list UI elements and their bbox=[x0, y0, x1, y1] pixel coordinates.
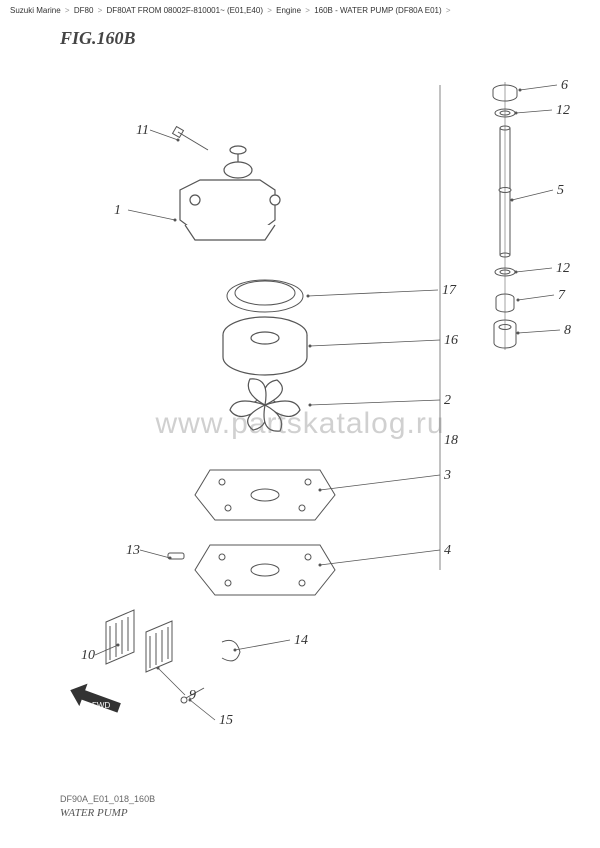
callout-number: 12 bbox=[556, 103, 570, 118]
breadcrumb-item[interactable]: Suzuki Marine bbox=[10, 6, 61, 15]
callout-number: 18 bbox=[444, 433, 458, 448]
breadcrumb: Suzuki Marine > DF80 > DF80AT FROM 08002… bbox=[10, 6, 453, 15]
callout-number: 5 bbox=[557, 183, 564, 198]
footer-caption: WATER PUMP bbox=[60, 806, 155, 820]
diagram-svg: FWD 12345678910111212131415161718 bbox=[0, 50, 600, 770]
callout-number: 8 bbox=[564, 323, 571, 338]
callout-number: 15 bbox=[219, 713, 233, 728]
callout-number: 7 bbox=[558, 288, 566, 303]
figure-title-prefix: FIG. bbox=[60, 28, 97, 48]
footer: DF90A_E01_018_160B WATER PUMP bbox=[60, 794, 155, 820]
callout-number: 2 bbox=[444, 393, 451, 408]
part-clip bbox=[222, 640, 240, 661]
callout-number: 10 bbox=[81, 648, 95, 663]
breadcrumb-item[interactable]: Engine bbox=[276, 6, 301, 15]
part-strainer bbox=[106, 610, 172, 672]
figure-title: FIG.160B bbox=[60, 28, 136, 49]
exploded-diagram: FWD 12345678910111212131415161718 bbox=[0, 50, 600, 770]
callout-number: 17 bbox=[442, 283, 457, 298]
breadcrumb-sep: > bbox=[65, 6, 70, 15]
part-inner-ring bbox=[227, 280, 303, 312]
callout-number: 13 bbox=[126, 543, 140, 558]
breadcrumb-sep: > bbox=[446, 6, 451, 15]
breadcrumb-item[interactable]: 160B - WATER PUMP (DF80A E01) bbox=[314, 6, 441, 15]
breadcrumb-sep: > bbox=[305, 6, 310, 15]
callout-number: 1 bbox=[114, 203, 121, 218]
callout-number: 4 bbox=[444, 543, 451, 558]
callout-number: 6 bbox=[561, 78, 568, 93]
part-impeller bbox=[230, 379, 300, 431]
fwd-label: FWD bbox=[92, 701, 110, 710]
callout-number: 11 bbox=[136, 123, 149, 138]
breadcrumb-sep: > bbox=[98, 6, 103, 15]
callout-number: 3 bbox=[443, 468, 451, 483]
callout-number: 16 bbox=[444, 333, 458, 348]
callout-number: 12 bbox=[556, 261, 570, 276]
callout-number: 14 bbox=[294, 633, 308, 648]
part-plate bbox=[195, 470, 335, 520]
fwd-arrow-icon: FWD bbox=[66, 679, 123, 719]
part-pump-cup bbox=[223, 317, 307, 375]
part-pump-housing bbox=[180, 146, 280, 240]
breadcrumb-sep: > bbox=[267, 6, 272, 15]
breadcrumb-item[interactable]: DF80AT FROM 08002F-810001~ (E01,E40) bbox=[107, 6, 263, 15]
part-bolt bbox=[173, 127, 208, 150]
breadcrumb-item[interactable]: DF80 bbox=[74, 6, 94, 15]
part-gasket bbox=[195, 545, 335, 595]
figure-title-number: 160B bbox=[97, 28, 136, 48]
footer-code: DF90A_E01_018_160B bbox=[60, 794, 155, 806]
